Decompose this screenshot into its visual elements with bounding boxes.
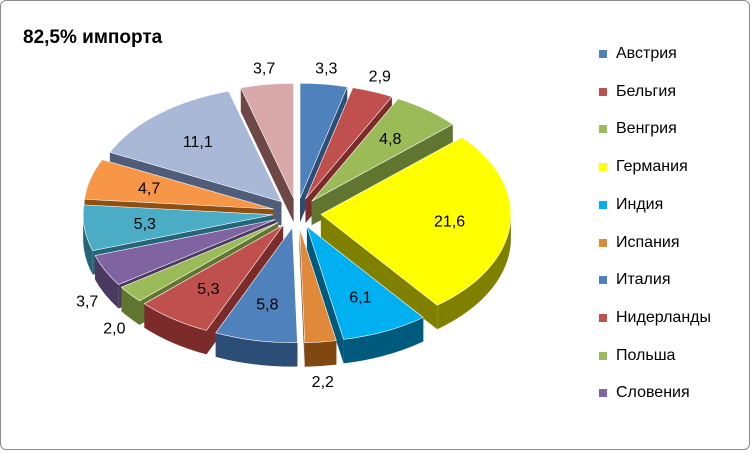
- legend-label: Италия: [616, 271, 671, 289]
- legend-swatch: [599, 125, 607, 134]
- legend-item: Индия: [599, 196, 663, 214]
- legend-swatch: [599, 351, 607, 360]
- data-label-5: 2,2: [312, 374, 334, 391]
- legend-label: Германия: [616, 158, 688, 176]
- data-label-11: 4,7: [138, 181, 160, 198]
- chart-title: 82,5% импорта: [23, 27, 163, 48]
- legend-item: Словения: [599, 384, 690, 402]
- legend-label: Бельгия: [616, 82, 676, 100]
- legend-label: Испания: [616, 233, 680, 251]
- legend-swatch: [599, 238, 607, 247]
- data-label-12: 11,1: [183, 134, 213, 151]
- legend-swatch: [599, 313, 607, 322]
- data-label-8: 2,0: [103, 320, 125, 337]
- legend-item: Германия: [599, 158, 688, 176]
- legend-item: Австрия: [599, 45, 677, 63]
- legend-item: Польша: [599, 347, 675, 365]
- data-label-4: 6,1: [349, 290, 371, 307]
- legend-item: Бельгия: [599, 83, 676, 101]
- legend-item: Испания: [599, 234, 680, 252]
- legend-label: Индия: [616, 195, 664, 213]
- legend-swatch: [599, 50, 607, 58]
- pie-slice-3: [320, 137, 512, 330]
- legend-label: Польша: [616, 346, 676, 364]
- data-label-2: 4,8: [379, 131, 401, 148]
- legend-label: Венгрия: [616, 120, 677, 138]
- legend-label: Австрия: [616, 45, 677, 62]
- data-label-6: 5,8: [256, 296, 278, 313]
- legend-swatch: [599, 200, 607, 209]
- legend-swatch: [599, 276, 607, 285]
- data-label-0: 3,3: [315, 60, 337, 77]
- data-label-10: 5,3: [134, 216, 156, 233]
- pie-slice-4: [306, 225, 424, 364]
- pie-slice-13: [240, 82, 294, 223]
- legend-swatch: [599, 87, 607, 96]
- data-label-7: 5,3: [197, 281, 219, 298]
- legend-swatch: [599, 163, 607, 172]
- data-label-9: 3,7: [76, 294, 98, 311]
- data-label-1: 2,9: [369, 69, 391, 86]
- pie-slice-5: [299, 227, 337, 367]
- legend-item: Италия: [599, 271, 670, 289]
- legend-label: Словения: [616, 384, 690, 402]
- legend-item: Венгрия: [599, 120, 677, 138]
- legend-item: Нидерланды: [599, 309, 711, 327]
- pie-slice-6: [215, 226, 298, 367]
- legend-label: Нидерланды: [616, 308, 711, 326]
- data-label-3: 21,6: [434, 213, 465, 230]
- data-label-13: 3,7: [253, 61, 275, 78]
- legend-swatch: [599, 389, 607, 398]
